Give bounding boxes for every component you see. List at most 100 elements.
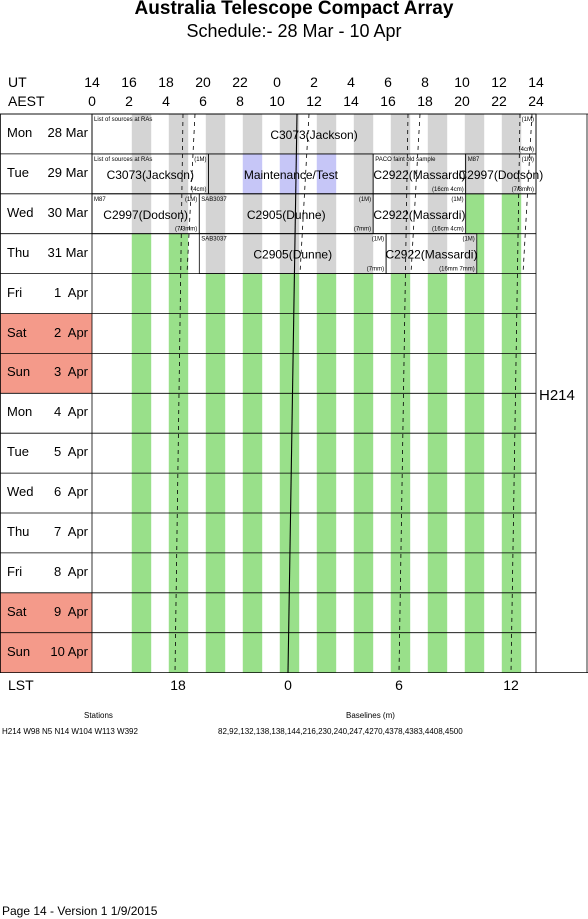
baselines-list: 82,92,132,138,138,144,216,230,240,247,42…	[218, 727, 463, 736]
day-of-week: Sun	[7, 643, 31, 659]
day-row-label: Tue 29 Mar	[0, 154, 92, 194]
block-stripe	[279, 193, 300, 234]
block-stripe	[316, 233, 337, 274]
day-date: 31 Mar	[47, 244, 88, 260]
block-stripe	[427, 153, 448, 194]
page-title: Australia Telescope Compact Array	[134, 0, 454, 19]
day-row-label: Fri 8 Apr	[0, 553, 92, 593]
day-row-label: Wed 30 Mar	[0, 194, 92, 234]
page-info: Page 14 - Version 1 1/9/2015	[2, 904, 158, 918]
block-stripe	[427, 233, 448, 274]
block-stripe	[208, 153, 226, 194]
ut-tick-label: 22	[232, 74, 248, 90]
weekend-cell	[0, 313, 92, 354]
block-stripe	[242, 193, 263, 234]
block-stripe	[390, 233, 411, 274]
block-stripe	[390, 153, 411, 194]
day-date: 6 Apr	[54, 484, 88, 500]
block-stripe	[131, 153, 152, 194]
lst-line	[398, 113, 409, 673]
ut-tick-label: 6	[384, 74, 392, 90]
ut-tick-label: 2	[310, 74, 318, 90]
lst-axis-label: LST	[8, 677, 34, 693]
block-array-label: (1M)	[451, 197, 463, 203]
day-date: 2 Apr	[54, 324, 88, 340]
block-stripe	[390, 193, 411, 234]
ut-tick-label: 16	[121, 74, 137, 90]
aest-tick-label: 0	[88, 93, 96, 109]
block-source-label: List of sources at RAs	[94, 117, 152, 123]
ut-tick-label: 14	[528, 74, 544, 90]
block-array-label: (1M)	[462, 237, 474, 243]
block-project-label: C2905(Dunne)	[247, 208, 326, 222]
aest-axis-label: AEST	[8, 93, 45, 109]
block-band-label: (7mm)	[354, 227, 371, 233]
aest-tick-label: 10	[269, 93, 285, 109]
block-array-label: (1M)	[194, 157, 206, 163]
stations-title: Stations	[84, 711, 113, 720]
ut-tick-label: 0	[273, 74, 281, 90]
schedule-subtitle: Schedule:- 28 Mar - 10 Apr	[186, 21, 402, 41]
block-stripe	[316, 114, 337, 154]
block-stripe	[353, 233, 374, 274]
day-date: 4 Apr	[54, 404, 88, 420]
block-project-label: C2997(Dodson)	[103, 208, 188, 222]
block-project-label: C2922(Massardi)	[373, 168, 465, 182]
day-date: 10 Apr	[50, 643, 88, 659]
block-stripe	[205, 114, 226, 154]
block-source-label: M87	[468, 157, 480, 163]
day-row-label: Mon 4 Apr	[0, 393, 92, 433]
block-stripe	[353, 193, 374, 234]
block-stripe	[131, 114, 152, 154]
block-stripe	[353, 153, 374, 194]
lst-line-aux	[299, 113, 310, 274]
block-source-label: M87	[94, 197, 106, 203]
lst-line-aux	[522, 113, 533, 274]
block-project-label: C2997(Dodson)	[458, 168, 543, 182]
block-array-label: (1M)	[522, 157, 534, 163]
lst-tick-label: 0	[284, 677, 292, 693]
block-project-label: C3073(Jackson)	[107, 168, 194, 182]
day-date: 8 Apr	[54, 563, 88, 579]
day-of-week: Sat	[7, 603, 27, 619]
day-row-label: Tue 5 Apr	[0, 433, 92, 473]
block-source-label: List of sources at RAs	[94, 157, 152, 163]
lst-line	[287, 113, 298, 673]
block-stripe	[427, 114, 448, 154]
day-date: 3 Apr	[54, 364, 88, 380]
block-bg	[92, 114, 536, 154]
block-stripe	[316, 193, 337, 234]
day-of-week: Sun	[7, 364, 31, 380]
day-of-week: Tue	[7, 164, 29, 180]
day-row-label: Sat 9 Apr	[0, 593, 92, 633]
block-source-label: PACO faint old sample	[375, 157, 436, 163]
block-band-label: (16cm 4cm)	[432, 187, 464, 193]
aest-tick-label: 20	[454, 93, 470, 109]
day-of-week: Fri	[7, 284, 23, 300]
day-date: 7 Apr	[54, 524, 88, 539]
block-stripe	[205, 193, 226, 234]
block-stripe	[205, 153, 209, 194]
block-stripe	[205, 233, 226, 274]
day-of-week: Wed	[7, 484, 34, 500]
ut-tick-label: 12	[491, 74, 507, 90]
block-stripe	[465, 153, 485, 194]
lst-line	[510, 113, 521, 673]
block-stripe	[168, 153, 189, 194]
block-stripe	[464, 153, 466, 194]
block-stripe	[501, 153, 522, 194]
aest-tick-label: 12	[306, 93, 322, 109]
day-of-week: Thu	[7, 244, 30, 260]
block-project-label: C3073(Jackson)	[270, 128, 357, 142]
block-stripe	[242, 114, 263, 154]
block-stripe	[464, 114, 485, 154]
block-band-label: (4cm)	[191, 187, 206, 193]
baselines-title: Baselines (m)	[346, 711, 395, 720]
block-stripe	[464, 193, 466, 234]
block-band-label: (4cm)	[519, 147, 534, 153]
block-source-label: SAB3037	[201, 197, 227, 203]
aest-tick-label: 2	[125, 93, 133, 109]
block-band-label: (7/3mm)	[512, 187, 534, 193]
block-stripe	[131, 193, 152, 234]
block-band-label: (16mm 7mm)	[439, 267, 475, 273]
